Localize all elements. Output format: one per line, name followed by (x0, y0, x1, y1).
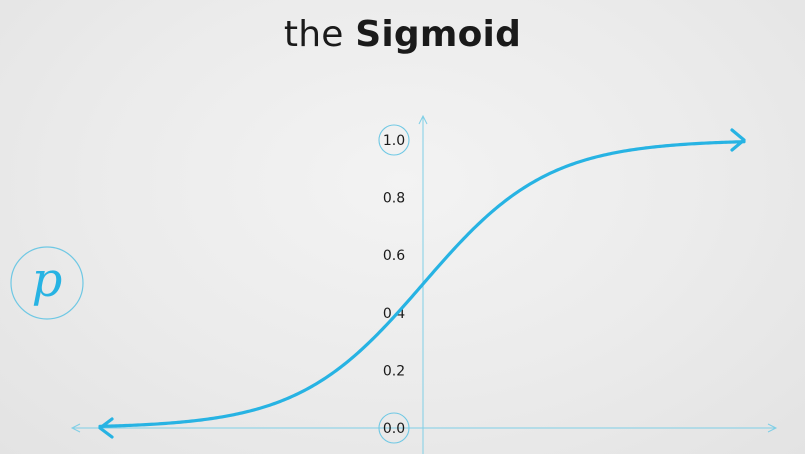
x-axis-right-arrow (767, 423, 778, 433)
y-axis-top-arrow (418, 114, 428, 125)
y-tick-label: 0.2 (383, 363, 405, 379)
title-emphasis: Sigmoid (355, 14, 522, 55)
y-tick-label: 1.0 (383, 133, 405, 149)
curve-right-arrow (730, 128, 746, 152)
tick-circle (378, 412, 410, 444)
y-tick-labels: 0.00.20.40.60.81.0 (378, 124, 410, 444)
sigmoid-curve (98, 140, 746, 428)
y-label-circle (10, 246, 84, 320)
y-tick-label: 0.6 (383, 248, 405, 264)
y-axis-label: p (32, 252, 63, 308)
y-tick-label: 0.0 (383, 421, 405, 437)
y-tick-label: 0.8 (383, 191, 405, 207)
title-prefix: the (283, 14, 344, 55)
tick-circle (378, 124, 410, 156)
page-title: the Sigmoid (0, 14, 805, 55)
x-axis-left-arrow (70, 423, 81, 433)
curve-left-arrow (98, 417, 114, 439)
